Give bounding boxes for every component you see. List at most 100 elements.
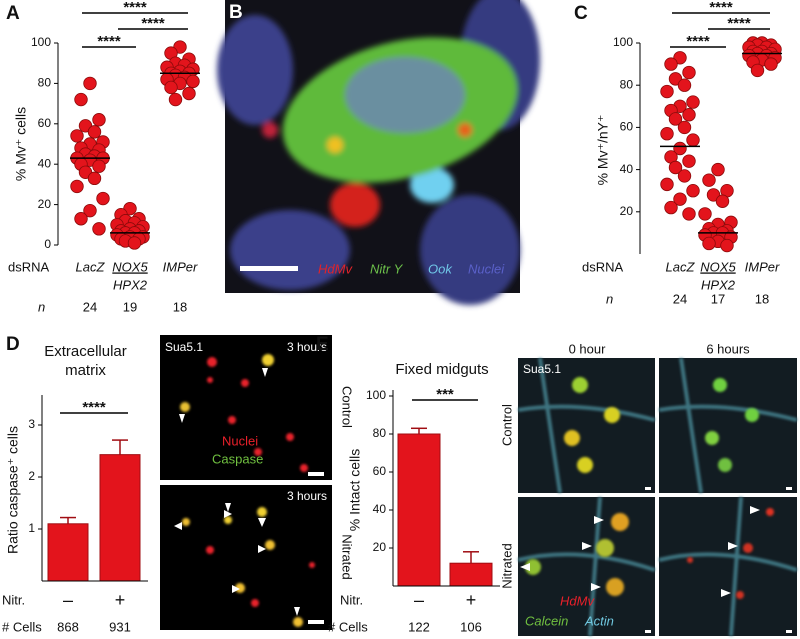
significance-label: **** <box>709 0 733 16</box>
data-point <box>87 125 102 139</box>
data-point <box>686 183 700 198</box>
data-point <box>720 238 734 253</box>
data-point <box>70 129 84 143</box>
x-tick-label: – <box>414 590 424 610</box>
legend-label: Nuclei <box>468 261 505 276</box>
y-tick-label: 80 <box>620 77 634 91</box>
row-label: Nitr. <box>2 592 25 607</box>
y-axis-label: % Mv⁺ cells <box>13 107 29 181</box>
y-tick-label: 100 <box>366 388 386 402</box>
row-label: Nitrated <box>340 534 355 580</box>
x-tick-label: NOX5 <box>112 259 148 274</box>
y-axis-label: % Mv⁺/nY⁺ <box>595 115 611 186</box>
row-label: # Cells <box>2 619 42 634</box>
legend-label: Calcein <box>525 613 568 628</box>
n-label: 931 <box>109 619 131 634</box>
data-point <box>96 191 110 206</box>
n-label: 106 <box>460 619 482 634</box>
column-label: 0 hour <box>569 341 607 356</box>
y-tick-label: 60 <box>373 464 387 478</box>
data-point <box>702 173 716 187</box>
bar <box>47 523 89 582</box>
y-tick-label: 60 <box>38 116 52 130</box>
y-tick-label: 20 <box>38 197 52 211</box>
micrograph-d: Sua5.1 3 hours 3 hours Nuclei Caspase Co… <box>160 335 355 630</box>
data-point <box>682 207 696 221</box>
panel-letter: E <box>316 334 329 355</box>
micrograph-b: B HdMv Nitr Y Ook Nuclei <box>217 0 540 305</box>
significance-label: **** <box>727 15 751 32</box>
y-tick-label: 100 <box>31 35 51 49</box>
time-label: 3 hours <box>287 340 327 354</box>
y-tick-label: 1 <box>28 521 35 535</box>
data-point <box>74 212 88 226</box>
significance-label: *** <box>436 386 454 403</box>
data-point <box>92 113 106 127</box>
data-point <box>677 169 692 183</box>
significance-label: **** <box>82 399 106 416</box>
data-point <box>168 92 183 107</box>
data-point <box>702 236 716 251</box>
strain-label: Sua5.1 <box>523 362 561 376</box>
y-axis-label: % Intact cells <box>347 449 363 531</box>
y-tick-label: 100 <box>613 35 633 49</box>
legend-label: Caspase <box>212 451 263 466</box>
y-tick-label: 0 <box>44 237 51 251</box>
x-tick-sublabel: HPX2 <box>701 277 736 292</box>
row-label: Nitr. <box>340 592 363 607</box>
panel-letter: A <box>6 3 20 24</box>
legend-label: Nitr Y <box>370 261 404 276</box>
row-label: Nitrated <box>499 543 514 589</box>
row-label: Control <box>499 404 514 446</box>
panel-letter: B <box>229 2 243 23</box>
y-tick-label: 40 <box>373 502 387 516</box>
y-tick-label: 3 <box>28 417 35 431</box>
legend-label: Nuclei <box>222 433 258 448</box>
x-tick-label: + <box>466 590 477 610</box>
row-label: dsRNA <box>582 259 624 274</box>
row-label: Control <box>340 386 355 428</box>
data-point <box>750 63 765 78</box>
x-tick-label: LacZ <box>76 259 106 274</box>
data-point <box>92 222 106 236</box>
significance-label: **** <box>123 0 147 16</box>
data-point <box>682 154 696 168</box>
data-point <box>677 120 692 135</box>
x-tick-label: IMPer <box>745 259 780 274</box>
y-tick-label: 60 <box>620 120 634 134</box>
data-point <box>70 179 84 194</box>
data-point <box>164 80 178 95</box>
bar <box>99 454 141 582</box>
y-tick-label: 40 <box>620 162 634 176</box>
n-label: 18 <box>755 291 769 306</box>
legend-label: HdMv <box>560 593 595 608</box>
data-point <box>664 200 678 215</box>
chart-title: Extracellular matrix <box>44 343 127 379</box>
panel-letter: C <box>574 3 588 24</box>
chart-title: Fixed midguts <box>395 361 489 378</box>
time-label: 3 hours <box>287 489 327 503</box>
n-label: 19 <box>123 299 137 314</box>
x-tick-label: NOX5 <box>700 259 736 274</box>
legend-label: HdMv <box>318 261 353 276</box>
y-tick-label: 20 <box>620 204 634 218</box>
data-point <box>668 112 683 126</box>
data-point <box>673 192 687 206</box>
legend-label: Ook <box>428 261 453 276</box>
bar <box>449 562 493 587</box>
data-point <box>677 78 692 92</box>
y-axis-label: Ratio caspase⁺ cells <box>5 426 21 554</box>
y-tick-label: 80 <box>373 426 387 440</box>
micrograph-e: Sua5.1 0 hour 6 hours Control Nitrated H… <box>499 341 798 637</box>
n-label: 122 <box>408 619 430 634</box>
panel-letter: D <box>6 334 20 355</box>
y-tick-label: 80 <box>38 76 52 90</box>
data-point <box>698 207 712 221</box>
y-tick-label: 40 <box>38 156 52 170</box>
data-point <box>182 86 196 101</box>
n-label: 18 <box>173 299 187 314</box>
x-tick-sublabel: HPX2 <box>113 277 148 292</box>
n-label: 868 <box>57 619 79 634</box>
